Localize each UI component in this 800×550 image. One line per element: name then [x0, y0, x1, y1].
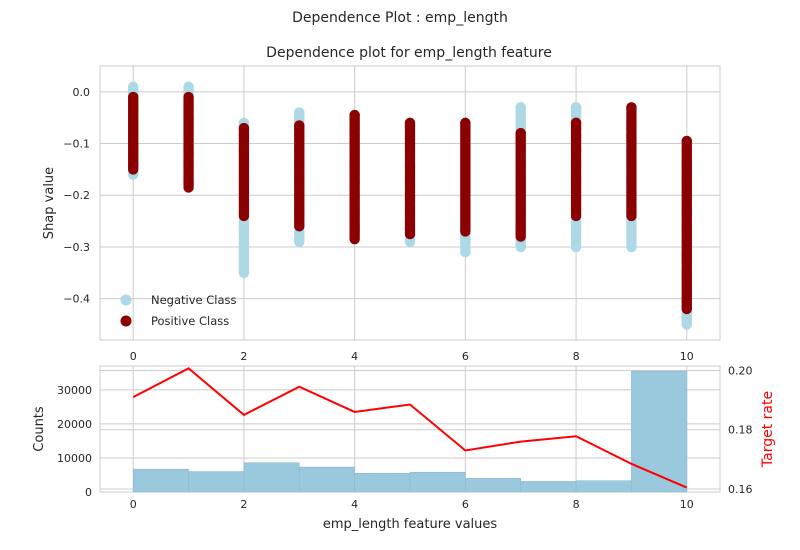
histogram-x-tick-label: 0 [130, 498, 137, 511]
scatter-y-tick-label: −0.1 [63, 138, 90, 151]
scatter-point-positive-class [404, 117, 416, 129]
histogram-y-tick-label: 30000 [57, 384, 92, 397]
scatter-x-tick-label: 10 [680, 350, 694, 363]
scatter-y-tick-label: −0.4 [63, 293, 90, 306]
scatter-x-tick-label: 4 [351, 350, 358, 363]
scatter-point-negative-class [570, 102, 582, 113]
histogram-y2-tick-label: 0.16 [728, 483, 753, 496]
scatter-point-negative-class [294, 107, 305, 118]
histogram-x-tick-label: 4 [351, 498, 358, 511]
scatter-point-negative-class [238, 267, 250, 278]
scatter-point-negative-class [183, 81, 194, 92]
scatter-title: Dependence plot for emp_length feature [266, 45, 552, 61]
histogram-y-tick-label: 0 [85, 486, 92, 499]
scatter-point-negative-class [626, 231, 637, 242]
histogram-bar [520, 481, 577, 493]
scatter-point-positive-class [626, 102, 637, 113]
scatter-point-negative-class [570, 241, 582, 253]
histogram-y-tick-label: 20000 [57, 418, 92, 431]
histogram-bar [575, 480, 632, 493]
scatter-point-negative-class [515, 241, 526, 253]
scatter-point-positive-class [681, 135, 692, 147]
scatter-point-negative-class [515, 102, 526, 113]
target-rate-line [132, 367, 688, 489]
legend-label-positive-class: Positive Class [151, 314, 229, 328]
histogram-ylabel: Counts [32, 406, 47, 452]
histogram-y2-tick-label: 0.18 [728, 424, 753, 437]
histogram-bar [631, 370, 688, 493]
scatter-point-negative-class [128, 81, 139, 92]
scatter-plot-area [99, 65, 721, 341]
histogram-x-tick-label: 8 [573, 498, 580, 511]
scatter-point-positive-class [515, 128, 526, 139]
histogram-y-tick-label: 10000 [57, 452, 92, 465]
histogram-x-tick-label: 2 [240, 498, 247, 511]
scatter-point-negative-class [238, 226, 250, 237]
legend-label-negative-class: Negative Class [151, 293, 237, 307]
scatter-point-positive-class [183, 91, 194, 103]
scatter-point-negative-class [570, 221, 582, 232]
histogram-axes: 0 2 4 6 8 10 0 10000 20000 30000 0.16 0.18 0.20 Co… [32, 364, 776, 532]
scatter-x-tick-label: 6 [462, 350, 469, 363]
histogram-bar [243, 462, 300, 493]
scatter-legend: Negative Class Positive Class [120, 293, 237, 328]
scatter-x-tick-label: 2 [240, 350, 247, 363]
histogram-y2label: Target rate [760, 391, 776, 468]
scatter-point-positive-class [238, 122, 250, 134]
histogram-bar [465, 478, 522, 493]
scatter-point-negative-class [515, 117, 526, 129]
scatter-ylabel: Shap value [42, 167, 57, 239]
histogram-bar [132, 468, 189, 493]
scatter-x-tick-label: 0 [130, 350, 137, 363]
scatter-y-tick-label: −0.2 [63, 189, 90, 202]
histogram-bar [409, 471, 466, 493]
scatter-point-negative-class [626, 221, 637, 232]
histogram-xlabel: emp_length feature values [323, 517, 498, 532]
figure-suptitle: Dependence Plot : emp_length [292, 10, 508, 26]
legend-marker-positive-class [120, 315, 132, 327]
histogram-y2-tick-label: 0.20 [728, 364, 753, 377]
scatter-point-positive-class [128, 91, 139, 103]
histogram-bar [298, 466, 355, 493]
scatter-point-negative-class [626, 241, 637, 253]
scatter-point-positive-class [570, 117, 582, 129]
histogram-x-tick-label: 10 [680, 498, 694, 511]
legend-marker-negative-class [120, 294, 132, 306]
histogram-bar [354, 472, 411, 493]
scatter-point-positive-class [294, 120, 305, 131]
scatter-x-tick-label: 8 [573, 350, 580, 363]
histogram-bar [188, 471, 245, 493]
scatter-point-negative-class [460, 246, 471, 258]
scatter-point-positive-class [349, 109, 360, 121]
scatter-point-positive-class [460, 117, 471, 129]
scatter-point-negative-class [294, 236, 305, 247]
scatter-axes: Dependence plot for emp_length feature 0… [42, 45, 721, 363]
scatter-y-tick-label: 0.0 [73, 86, 91, 99]
scatter-y-tick-label: −0.3 [63, 241, 90, 254]
histogram-x-tick-label: 6 [462, 498, 469, 511]
